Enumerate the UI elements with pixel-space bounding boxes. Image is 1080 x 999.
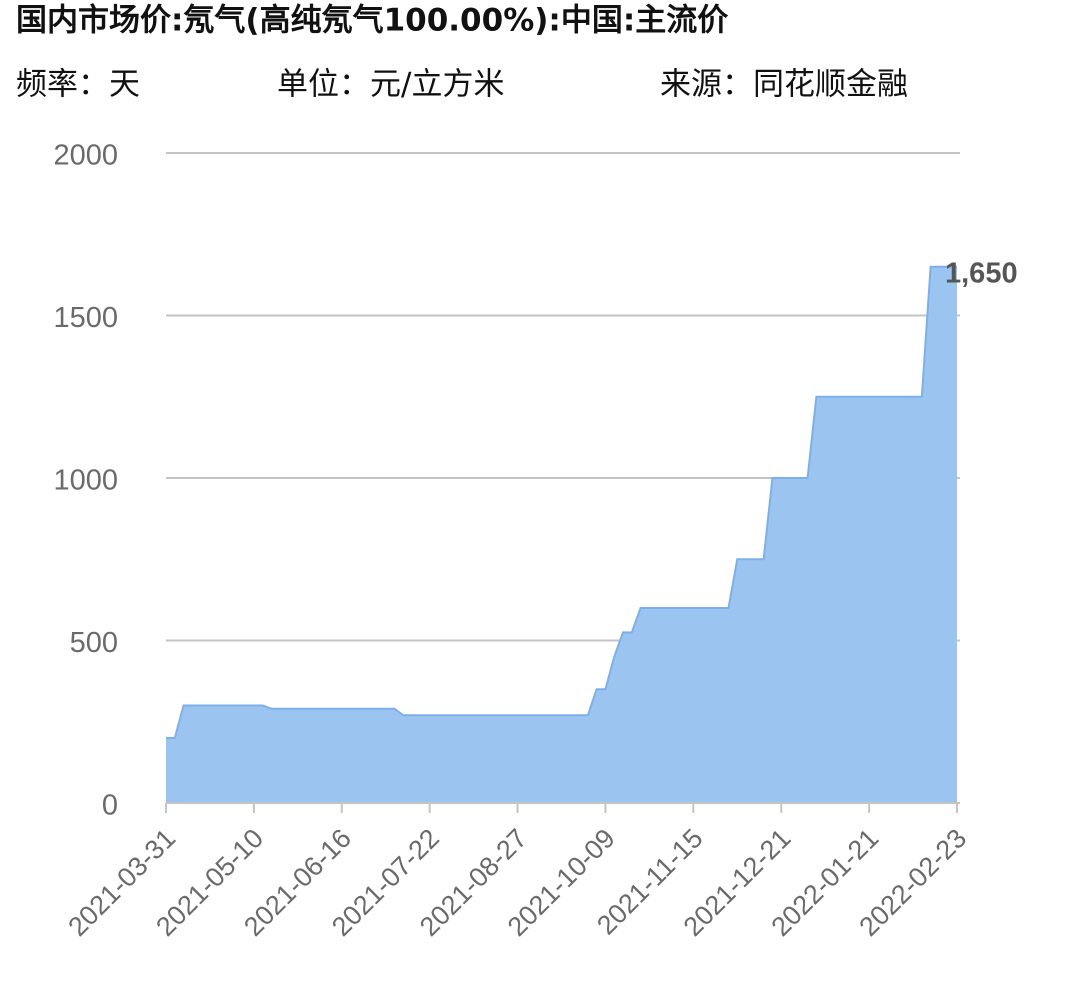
chart-title: 国内市场价:氖气(高纯氖气100.00%):中国:主流价 (16, 3, 728, 39)
area (166, 266, 957, 803)
frequency: 频率：天 (16, 67, 140, 103)
source: 来源：同花顺金融 (660, 67, 908, 103)
y-tick-label: 0 (102, 790, 118, 822)
y-tick-label: 2000 (53, 140, 118, 172)
y-tick-label: 1500 (53, 302, 118, 334)
unit: 单位：元/立方米 (277, 67, 504, 103)
y-tick-label: 1000 (53, 465, 118, 497)
y-tick-label: 500 (70, 627, 118, 659)
value-label: 1,650 (945, 257, 1018, 289)
area-line (166, 265, 957, 739)
